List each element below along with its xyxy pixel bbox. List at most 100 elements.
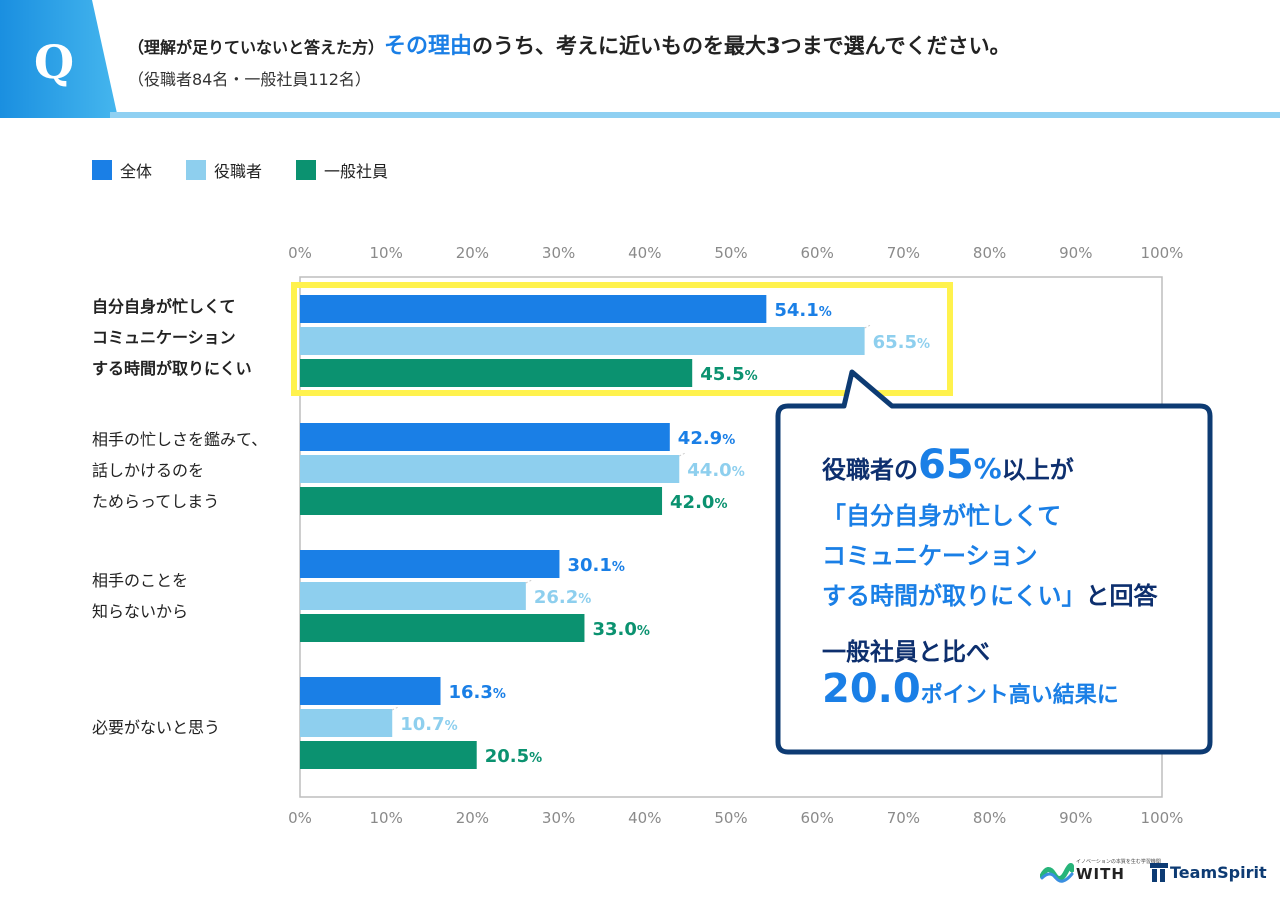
callout-line-6: 20.0ポイント高い結果に (822, 666, 1119, 712)
data-label-2-2: 33.0% (592, 619, 649, 640)
category-label-line: 相手のことを (92, 571, 189, 590)
question-subtitle: （役職者84名・一般社員112名） (128, 70, 371, 89)
header-band: Q （理解が足りていないと答えた方）その理由のうち、考えに近いものを最大3つまで… (0, 0, 1280, 118)
callout-line1-pct: % (973, 452, 1002, 485)
question-title: （理解が足りていないと答えた方）その理由のうち、考えに近いものを最大3つまで選ん… (128, 28, 1011, 60)
bar-connector-0 (864, 324, 871, 329)
title-rest: のうち、考えに近いものを最大3つまで選んでください。 (472, 34, 1011, 58)
bar-connector-2 (525, 579, 533, 584)
data-label-3-1: 10.7% (400, 714, 457, 735)
x-tick-bottom-7: 70% (887, 809, 920, 827)
x-tick-bottom-8: 80% (973, 809, 1006, 827)
header-background (0, 0, 1280, 118)
teamspirit-logo-text: TeamSpirit (1170, 863, 1267, 882)
callout-line4-b: と回答 (1085, 582, 1158, 610)
x-tick-top-6: 60% (801, 244, 834, 262)
data-label-1-1: 44.0% (687, 460, 744, 481)
title-prefix: （理解が足りていないと答えた方） (128, 38, 385, 57)
data-label-1-0: 42.9% (678, 428, 735, 449)
data-label-0-2: 45.5% (700, 364, 757, 385)
category-label-0: 自分自身が忙しくて コミュニケーション する時間が取りにくい (92, 291, 252, 384)
callout-line-5: 一般社員と比べ (822, 638, 990, 666)
q-mark: Q (33, 35, 75, 89)
bar-1-0 (300, 423, 670, 451)
with-logo-tagline: イノベーションの本質を生む学習機関 (1076, 859, 1161, 865)
data-label-0-1: 65.5% (873, 332, 930, 353)
x-tick-top-5: 50% (714, 244, 747, 262)
x-tick-bottom-6: 60% (801, 809, 834, 827)
category-label-1: 相手の忙しさを鑑みて、 話しかけるのを ためらってしまう (92, 424, 267, 517)
category-label-line: 自分自身が忙しくて (92, 297, 236, 316)
bar-1-2 (300, 487, 663, 515)
legend-swatch-staff (296, 160, 317, 180)
bar-connector-3 (392, 706, 399, 711)
with-logo-text: WITH (1076, 865, 1125, 883)
x-tick-top-3: 30% (542, 244, 575, 262)
legend-label-staff: 一般社員 (324, 162, 389, 181)
x-tick-bottom-0: 0% (288, 809, 312, 827)
bar-3-1 (300, 709, 393, 737)
category-label-3: 必要がないと思う (92, 712, 220, 743)
x-tick-bottom-3: 30% (542, 809, 575, 827)
callout-line1-b: 以上が (1001, 456, 1074, 484)
category-label-line: 話しかけるのを (92, 461, 205, 480)
bar-3-2 (300, 741, 477, 769)
category-label-line: コミュニケーション (92, 328, 236, 347)
category-label-line: する時間が取りにくい (92, 359, 252, 378)
category-label-line: 必要がないと思う (92, 718, 221, 737)
data-label-3-0: 16.3% (449, 682, 506, 703)
x-tick-bottom-5: 50% (714, 809, 747, 827)
x-tick-bottom-10: 100% (1141, 809, 1184, 827)
callout-line6-b: ポイント高い結果に (920, 683, 1119, 708)
bar-connector-1 (679, 452, 686, 457)
data-label-2-0: 30.1% (567, 555, 624, 576)
x-tick-top-4: 40% (628, 244, 661, 262)
x-tick-bottom-1: 10% (370, 809, 403, 827)
bar-2-0 (300, 550, 560, 578)
data-label-0-0: 54.1% (774, 300, 831, 321)
bar-3-0 (300, 677, 441, 705)
title-highlight: その理由 (384, 34, 473, 59)
callout-line-3: コミュニケーション (822, 542, 1038, 570)
legend-label-all: 全体 (120, 162, 153, 181)
bar-0-0 (300, 295, 767, 323)
callout-line-4: する時間が取りにくい」と回答 (822, 576, 1158, 611)
bar-0-2 (300, 359, 693, 387)
x-tick-top-0: 0% (288, 244, 312, 262)
bar-1-1 (300, 455, 680, 483)
legend: 全体 役職者 一般社員 (92, 158, 388, 182)
bar-2-2 (300, 614, 585, 642)
category-label-line: ためらってしまう (92, 492, 220, 511)
callout-line6-num: 20.0 (822, 666, 921, 712)
teamspirit-logo-icon (1150, 863, 1168, 882)
x-tick-bottom-2: 20% (456, 809, 489, 827)
legend-swatch-manager (186, 160, 207, 180)
legend-item-staff: 一般社員 (296, 158, 388, 182)
x-tick-top-8: 80% (973, 244, 1006, 262)
legend-swatch-all (92, 160, 112, 180)
callout-line-1: 役職者の65%以上が (822, 442, 1074, 488)
data-label-1-2: 42.0% (670, 492, 727, 513)
legend-item-all: 全体 (92, 158, 152, 182)
category-label-2: 相手のことを 知らないから (92, 565, 188, 627)
x-tick-bottom-4: 40% (628, 809, 661, 827)
highlight-box (291, 282, 953, 396)
x-tick-top-2: 20% (456, 244, 489, 262)
callout-line1-num: 65 (918, 442, 974, 488)
callout-line1-a: 役職者の (822, 456, 918, 484)
bar-0-1 (300, 327, 865, 355)
footer-logos: イノベーションの本質を生む学習機関 WITH TeamSpirit (1040, 858, 1267, 888)
x-tick-top-1: 10% (370, 244, 403, 262)
category-label-line: 知らないから (92, 602, 189, 621)
callout-line4-a: する時間が取りにくい」 (822, 582, 1086, 610)
x-tick-top-10: 100% (1141, 244, 1184, 262)
callout-line-2: 「自分自身が忙しくて (822, 502, 1062, 530)
bar-2-1 (300, 582, 526, 610)
x-tick-top-9: 90% (1059, 244, 1092, 262)
category-label-line: 相手の忙しさを鑑みて、 (92, 430, 268, 449)
x-tick-bottom-9: 90% (1059, 809, 1092, 827)
data-label-2-1: 26.2% (534, 587, 591, 608)
data-label-3-2: 20.5% (485, 746, 542, 767)
with-logo-icon (1040, 863, 1074, 883)
